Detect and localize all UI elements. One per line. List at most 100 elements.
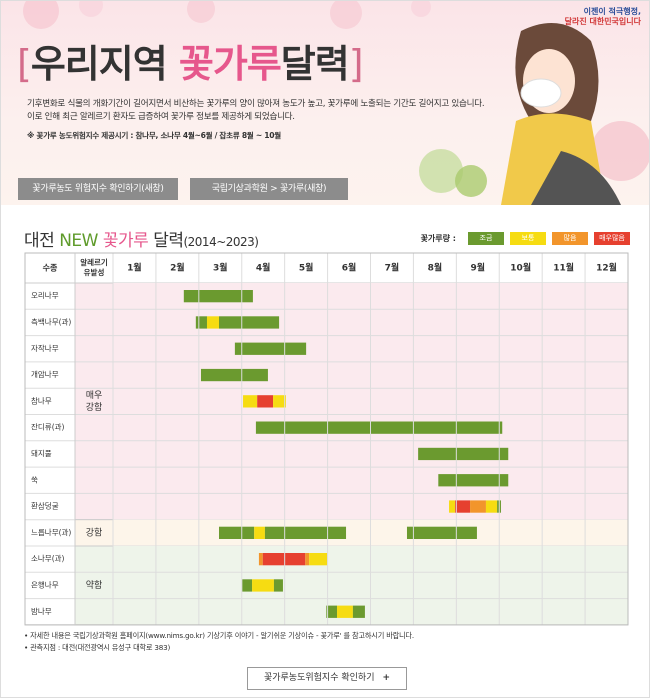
pollen-bar [206,316,220,329]
title-part: 꽃가루 [102,231,149,251]
description: 기후변화로 식물의 개화기간이 길어지면서 비산하는 꽃가루의 양이 많아져 농… [27,98,485,124]
allergy-label: 강함 [86,527,103,538]
month-label: 4월 [256,262,271,274]
pollen-bar [406,526,477,539]
title-part: NEW [59,231,98,251]
species-name: 쑥 [31,475,38,484]
month-label: 3월 [213,262,228,274]
pollen-bar [352,605,365,618]
footnote: • 자세한 내용은 국립기상과학원 홈페이지(www.nims.go.kr) 기… [24,631,414,640]
title-text: 우리지역 [30,42,168,86]
month-label: 6월 [342,262,357,274]
description-line: 기후변화로 식물의 개화기간이 길어지면서 비산하는 꽃가루의 양이 많아져 농… [27,99,485,109]
title-part: 달력 [153,231,184,251]
button-icon: + [382,673,391,683]
pollen-bar [337,605,353,618]
footnote: • 관측지점 : 대전(대전광역시 유성구 대학로 383) [24,643,171,652]
pollen-bar [243,395,258,408]
pollen-bar [326,605,338,618]
illustration [23,1,649,205]
pollen-bar [264,526,347,539]
badge-line: 이젠이 적극행정, [583,7,641,16]
pollen-bar [418,447,509,461]
col-header: 유발성 [84,267,105,277]
month-label: 5월 [299,262,314,274]
col-header: 알레르기 [80,257,108,267]
legend-label: 꽃가루량 : [420,234,456,243]
bottom-button[interactable]: 꽃가루농도위험지수 확인하기 + [247,667,407,690]
pollen-bar [219,316,280,329]
pollen-bar [485,500,498,513]
species-name: 느릅나무(과) [31,528,71,537]
pollen-bar [305,553,310,566]
month-label: 12월 [596,262,617,274]
button-label: 꽃가루농도위험지수 확인하기 [263,673,375,683]
table-border [24,252,629,626]
allergy-label: 약함 [86,579,103,591]
pollen-bar [449,500,456,513]
pollen-bar [200,368,268,382]
pollen-bar [195,316,207,329]
title-part: 대전 [24,231,55,251]
species-name: 환삼덩굴 [31,501,59,511]
month-label: 8월 [428,262,443,274]
title-highlight: 꽃가루 [178,42,282,86]
bracket: ] [348,42,364,86]
species-name: 잔디류(과) [31,422,65,432]
description-line: 이로 인해 최근 알레르기 환자도 급증하여 꽃가루 정보를 제공하게 되었습니… [27,112,295,122]
month-label: 2월 [170,262,185,274]
col-header: 수종 [43,264,58,273]
pollen-bar [183,290,253,303]
species-name: 밤나무 [31,606,52,616]
allergy-label: 매우 [86,390,103,401]
pollen-bar [258,553,263,566]
month-label: 9월 [471,262,486,274]
pollen-bar [234,342,307,355]
month-label: 1월 [127,262,142,274]
legend-swatch: 조금 [468,232,504,245]
note: ※ 꽃가루 농도위험지수 제공시기 : 참나무, 소나무 4월~6월 / 잡초류… [27,131,281,140]
month-label: 7월 [385,262,400,274]
title-text: 달력 [280,42,350,86]
species-name: 은행나무 [31,579,59,589]
species-name: 참나무 [31,395,52,405]
pollen-bar [254,526,265,539]
pollen-bar [252,579,274,592]
pollen-bar [257,395,274,408]
header-bg [24,252,629,284]
hero: 이젠이 적극행정, 달라진 대한민국입니다 [우리지역 꽃가루달력] 기후변화로… [1,1,649,205]
badge-line: 달라진 대한민국입니다 [564,17,641,26]
species-name: 소나무(과) [31,554,65,563]
pollen-bar [242,579,253,592]
legend: 꽃가루량 : 조금 보통 많음 매우많음 [421,232,630,245]
pollen-bar [455,500,471,513]
pollen-bar [273,395,286,408]
species-name: 돼지풀 [31,449,52,458]
month-label: 10월 [510,262,531,274]
pollen-bar [470,500,486,513]
bracket: [ [17,42,32,86]
link-button[interactable]: 꽃가루농도 위험지수 확인하기(새창) [18,178,178,200]
species-name: 자작나무 [31,343,59,353]
group-bg [75,519,628,546]
pollen-bar [255,421,503,434]
legend-swatch: 매우많음 [594,232,630,245]
group-bg [75,283,628,520]
link-button[interactable]: 국립기상과학원 > 꽃가루(새창) [190,178,348,200]
allergy-label: 강함 [86,402,103,413]
species-name: 측백나무(과) [31,316,71,326]
pollen-bar [273,579,283,592]
page-title: [우리지역 꽃가루달력] [17,33,364,88]
species-name: 개암나무 [31,369,59,379]
badge: 이젠이 적극행정, 달라진 대한민국입니다 [565,7,641,27]
legend-swatch: 보통 [510,232,546,245]
pollen-bar [219,526,255,539]
pollen-bar [438,474,509,487]
footnotes: • 자세한 내용은 국립기상과학원 홈페이지(www.nims.go.kr) 기… [24,630,414,654]
title-part: (2014~2023) [183,235,259,249]
pollen-bar [309,553,328,566]
calendar-title: 대전 NEW 꽃가루 달력(2014~2023) [24,226,259,251]
month-label: 11월 [553,262,574,274]
